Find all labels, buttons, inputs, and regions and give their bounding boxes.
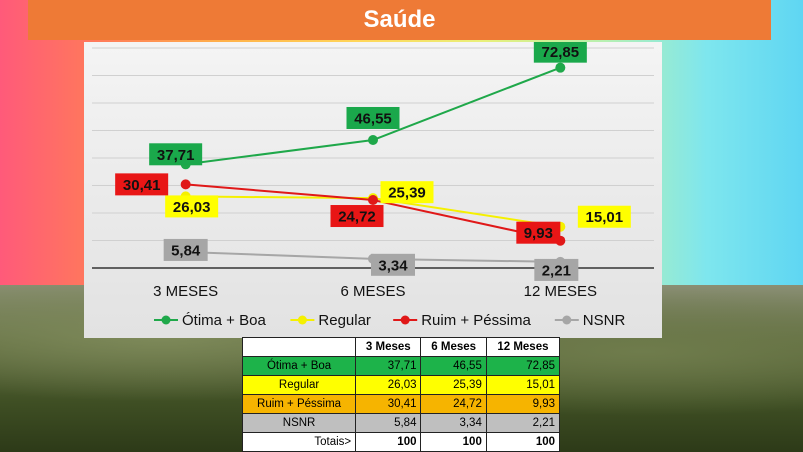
data-label-box xyxy=(346,106,400,129)
table-cell: 46,55 xyxy=(420,356,487,376)
totals-cell: 100 xyxy=(485,432,561,452)
x-tick-label: 6 MESES xyxy=(340,283,405,300)
table-row: Regular 26,03 25,39 15,01 xyxy=(241,375,561,395)
table-row-label: Regular xyxy=(241,375,357,395)
legend-marker xyxy=(562,315,572,325)
table-cell: 72,85 xyxy=(485,356,561,376)
line-chart-panel: 3 MESES 6 MESES 12 MESES 37,71 46,55 72,85 26,… xyxy=(84,42,662,338)
summary-table: 3 Meses 6 Meses 12 Meses Ótima + Boa 37,7… xyxy=(241,337,561,452)
table-header-3-meses: 3 Meses xyxy=(355,337,422,357)
x-tick-label: 12 MESES xyxy=(524,283,597,300)
table-cell: 15,01 xyxy=(485,375,561,395)
table-cell: 30,41 xyxy=(355,394,422,414)
table-row: Ruim + Péssima 30,41 24,72 9,93 xyxy=(241,394,561,414)
table-row: Ótima + Boa 37,71 46,55 72,85 xyxy=(241,356,561,376)
table-row-label: NSNR xyxy=(241,413,357,433)
table-header-empty xyxy=(241,337,357,357)
totals-cell: 100 xyxy=(420,432,487,452)
data-label: 15,01 xyxy=(586,209,624,226)
data-label-box xyxy=(533,42,587,63)
legend-label: Ruim + Péssima xyxy=(421,312,531,329)
table-cell: 3,34 xyxy=(420,413,487,433)
x-tick-label: 3 MESES xyxy=(153,283,218,300)
table-header-12-meses: 12 Meses xyxy=(485,337,561,357)
page-title: Saúde xyxy=(28,0,771,40)
data-point xyxy=(368,195,378,206)
legend-label: Ótima + Boa xyxy=(182,312,266,329)
data-label: 26,03 xyxy=(173,199,211,216)
table-totals-row: Totais> 100 100 100 xyxy=(241,432,561,452)
data-label-box xyxy=(330,205,384,228)
data-label: 2,21 xyxy=(542,262,571,279)
data-label: 37,71 xyxy=(157,147,195,164)
data-point xyxy=(555,62,566,73)
legend-marker xyxy=(400,315,410,325)
line-chart: 3 MESES 6 MESES 12 MESES 37,71 46,55 72,85 26,… xyxy=(92,42,654,329)
data-label-box xyxy=(163,238,208,261)
data-point xyxy=(180,179,191,190)
table-row-label: Ruim + Péssima xyxy=(241,394,357,414)
legend-label: NSNR xyxy=(583,312,626,329)
data-label: 25,39 xyxy=(388,185,426,202)
table-cell: 5,84 xyxy=(355,413,422,433)
data-label: 72,85 xyxy=(542,44,580,61)
table-cell: 37,71 xyxy=(355,356,422,376)
table-header-row: 3 Meses 6 Meses 12 Meses xyxy=(241,337,561,357)
data-label-box xyxy=(534,258,579,281)
data-label-box xyxy=(577,205,631,228)
legend-marker xyxy=(161,315,171,325)
data-label: 46,55 xyxy=(354,110,392,127)
table-row: NSNR 5,84 3,34 2,21 xyxy=(241,413,561,433)
table-cell: 26,03 xyxy=(355,375,422,395)
data-label: 24,72 xyxy=(338,209,376,226)
table-cell: 2,21 xyxy=(485,413,561,433)
table-row-label: Ótima + Boa xyxy=(241,356,357,376)
data-label-box xyxy=(380,181,434,204)
data-label-box xyxy=(371,253,415,276)
data-label-box xyxy=(516,221,561,244)
data-label: 9,93 xyxy=(524,225,553,242)
data-label-box xyxy=(165,195,219,218)
table-cell: 24,72 xyxy=(420,394,487,414)
data-label-box xyxy=(149,143,203,166)
legend-marker xyxy=(297,315,307,325)
table-header-6-meses: 6 Meses xyxy=(420,337,487,357)
totals-label: Totais> xyxy=(241,432,357,452)
table-cell: 25,39 xyxy=(420,375,487,395)
legend-label: Regular xyxy=(318,312,371,329)
data-label: 5,84 xyxy=(171,242,201,259)
data-label: 3,34 xyxy=(378,257,408,274)
data-label: 30,41 xyxy=(123,177,161,194)
table-cell: 9,93 xyxy=(485,394,561,414)
data-point xyxy=(368,134,378,145)
totals-cell: 100 xyxy=(355,432,422,452)
data-label-box xyxy=(115,173,169,196)
